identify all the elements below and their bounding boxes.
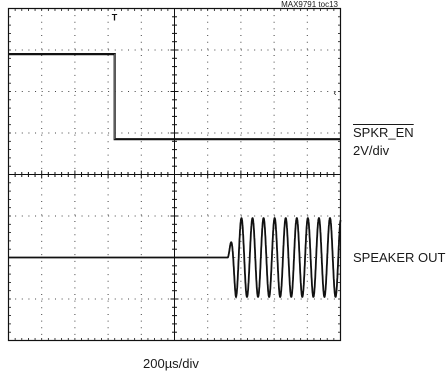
trace-speaker-out — [8, 217, 342, 299]
ch2-offset-marker: ‹ — [334, 88, 337, 98]
series-scale-spkr-en: 2V/div — [353, 143, 390, 158]
traces — [8, 52, 342, 299]
series-label-spkr-en: SPKR_EN — [353, 125, 414, 140]
trigger-marker: T — [112, 13, 118, 23]
x-axis-scale-label: 200µs/div — [143, 356, 199, 371]
series-label-speaker-out: SPEAKER OUT — [353, 250, 446, 265]
figure-tag: MAX9791 toc13 — [281, 0, 338, 9]
